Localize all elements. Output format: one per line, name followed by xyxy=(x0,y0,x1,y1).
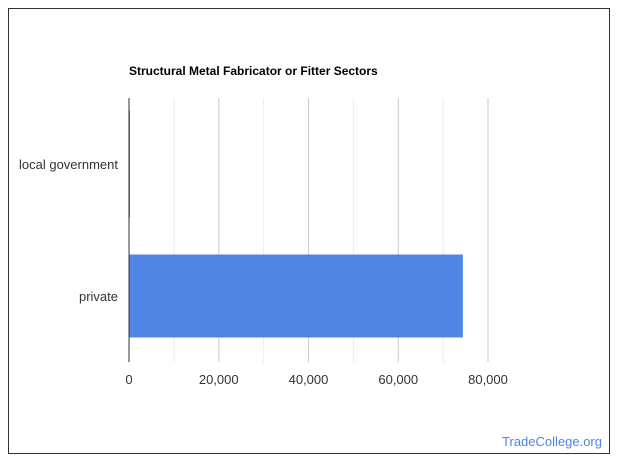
x-tick-label: 20,000 xyxy=(199,372,239,387)
y-category-label: local government xyxy=(19,157,118,172)
chart-title: Structural Metal Fabricator or Fitter Se… xyxy=(129,64,378,78)
chart-frame xyxy=(8,8,610,454)
y-category-label: private xyxy=(79,289,118,304)
x-tick-label: 40,000 xyxy=(289,372,329,387)
bar-private xyxy=(129,254,463,338)
x-tick-label: 0 xyxy=(125,372,132,387)
watermark-link[interactable]: TradeCollege.org xyxy=(502,434,602,449)
x-tick-label: 60,000 xyxy=(378,372,418,387)
x-tick-label: 80,000 xyxy=(468,372,508,387)
